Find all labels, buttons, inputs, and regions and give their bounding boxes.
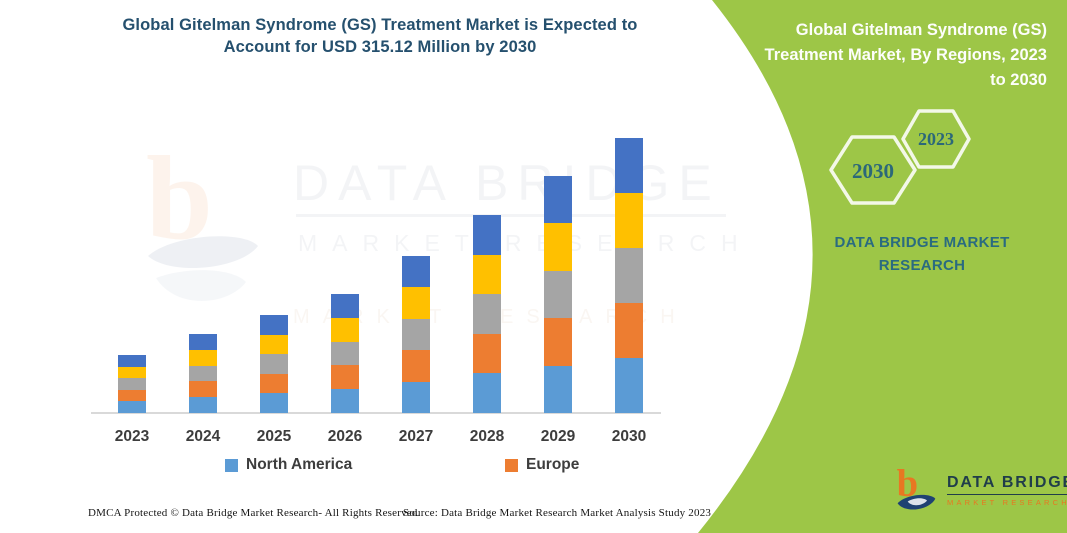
bar-segment (615, 138, 643, 193)
x-axis-label-2023: 2023 (114, 428, 150, 445)
bar-segment (260, 354, 288, 374)
bar-segment (473, 294, 501, 334)
right-panel-brand-line2: RESEARCH (878, 257, 966, 274)
bar-segment (473, 254, 501, 295)
bar-segment (615, 248, 643, 303)
bar-segment (331, 317, 359, 342)
green-panel (698, 0, 1067, 533)
x-axis-label-2025: 2025 (256, 428, 292, 445)
legend-item-europe: Europe (505, 456, 579, 474)
bar-segment (544, 365, 572, 413)
bar-segment (189, 381, 217, 398)
hexagon-2023-label: 2023 (918, 129, 954, 149)
bar-2025 (260, 315, 288, 413)
bar-segment (331, 389, 359, 413)
page-title: Global Gitelman Syndrome (GS) Treatment … (122, 16, 638, 56)
svg-text:b: b (897, 464, 918, 505)
dbmr-logo-sub-text: MARKET RESEARCH (947, 497, 1067, 507)
bar-segment (118, 366, 146, 379)
bar-2024 (189, 334, 217, 413)
x-axis-label-2028: 2028 (469, 428, 505, 445)
hexagon-2030-label: 2030 (852, 159, 894, 183)
dbmr-logo-icon: b (897, 464, 936, 510)
bar-segment (118, 355, 146, 367)
bar-segment (260, 315, 288, 335)
legend-marker-europe (505, 458, 518, 472)
bar-segment (189, 365, 217, 382)
bar-segment (260, 393, 288, 413)
right-panel-brand-line1: DATA BRIDGE MARKET (834, 234, 1010, 251)
x-axis-label-2030: 2030 (611, 428, 647, 445)
bar-2029 (544, 176, 572, 413)
bar-segment (331, 294, 359, 318)
x-axis-label-2026: 2026 (327, 428, 363, 445)
bar-segment (473, 333, 501, 374)
bar-2023 (118, 355, 146, 413)
bar-segment (402, 256, 430, 288)
bar-segment (189, 397, 217, 413)
bar-segment (260, 373, 288, 394)
green-panel-shape (698, 0, 1067, 533)
bar-segment (544, 176, 572, 224)
legend-marker-north-america (225, 458, 238, 472)
hexagon-2030-icon (829, 135, 917, 205)
bar-segment (118, 389, 146, 402)
bar-segment (615, 193, 643, 248)
bar-segment (189, 349, 217, 366)
legend-label-europe: Europe (526, 456, 580, 473)
bar-segment (402, 381, 430, 413)
hexagon-2023-icon (901, 109, 971, 169)
bar-segment (544, 270, 572, 319)
bar-segment (615, 303, 643, 358)
x-axis-label-2029: 2029 (540, 428, 576, 445)
dbmr-logo-brand-text: DATA BRIDGE (947, 474, 1067, 495)
bar-2028 (473, 215, 501, 413)
bar-segment (189, 334, 217, 350)
bar-2030 (615, 138, 643, 413)
bar-segment (544, 318, 572, 366)
bar-segment (118, 401, 146, 413)
bar-segment (402, 287, 430, 319)
right-panel-brand: DATA BRIDGE MARKET RESEARCH (797, 231, 1047, 277)
bar-segment (260, 334, 288, 355)
x-axis-line (91, 412, 661, 414)
footer-dmca-text: DMCA Protected © Data Bridge Market Rese… (88, 507, 421, 519)
bar-segment (118, 378, 146, 390)
bar-2026 (331, 294, 359, 413)
bar-segment (402, 350, 430, 382)
bar-segment (615, 358, 643, 413)
bar-2027 (402, 256, 430, 413)
bar-segment (331, 341, 359, 366)
x-axis-label-2027: 2027 (398, 428, 434, 445)
plot-area (85, 120, 675, 414)
bar-segment (473, 373, 501, 413)
legend-label-north-america: North America (246, 456, 353, 473)
legend-item-north-america: North America (225, 456, 352, 474)
dbmr-logo: b DATA BRIDGE MARKET RESEARCH (893, 464, 1067, 516)
right-panel-title: Global Gitelman Syndrome (GS) Treatment … (764, 21, 1047, 89)
x-axis-label-2024: 2024 (185, 428, 221, 445)
x-axis-labels: 2023 2024 2025 2026 2027 2028 2029 2030 (85, 428, 675, 450)
bar-segment (402, 318, 430, 351)
bar-segment (544, 223, 572, 271)
bar-segment (331, 365, 359, 390)
bar-segment (473, 215, 501, 255)
footer-source-text: Source: Data Bridge Market Research Mark… (403, 507, 712, 519)
